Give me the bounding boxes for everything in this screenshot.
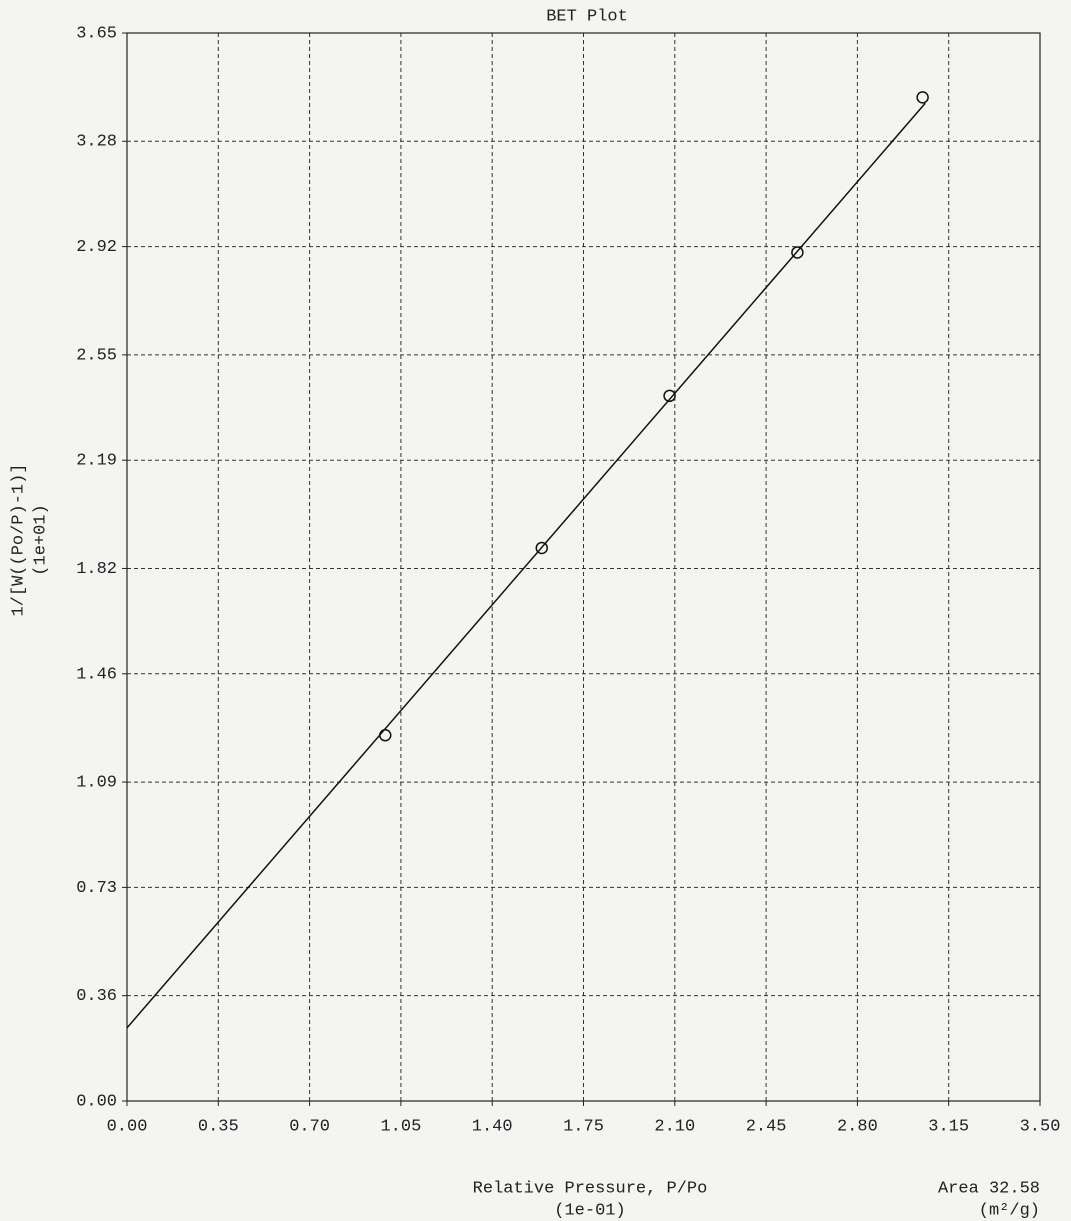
y-tick-label: 1.82 <box>76 560 117 579</box>
annotation: Area 32.58 <box>938 1179 1040 1198</box>
chart-title: BET Plot <box>546 7 628 26</box>
y-tick-label: 2.92 <box>76 238 117 257</box>
data-point <box>916 91 929 104</box>
x-tick-label: 2.45 <box>746 1117 787 1136</box>
x-tick-label: 1.05 <box>380 1117 421 1136</box>
x-tick-label: 2.80 <box>837 1117 878 1136</box>
x-tick-label: 0.00 <box>107 1117 148 1136</box>
y-tick-label: 0.00 <box>76 1092 117 1111</box>
x-tick-label: 0.35 <box>198 1117 239 1136</box>
y-tick-label: 2.55 <box>76 346 117 365</box>
x-axis-label: Relative Pressure, P/Po <box>473 1179 708 1198</box>
y-tick-label: 2.19 <box>76 452 117 471</box>
data-point <box>791 246 804 259</box>
y-tick-label: 1.46 <box>76 665 117 684</box>
x-tick-label: 2.10 <box>654 1117 695 1136</box>
y-axis-label: 1/[W((Po/P)-1)] <box>9 463 28 616</box>
y-tick-label: 3.65 <box>76 24 117 43</box>
y-tick-label: 0.73 <box>76 879 117 898</box>
x-tick-label: 3.15 <box>928 1117 969 1136</box>
annotation-unit: (m²/g) <box>979 1201 1040 1220</box>
fit-line <box>126 102 926 1029</box>
plot-frame <box>126 32 1041 1102</box>
x-tick-label: 1.40 <box>472 1117 513 1136</box>
y-axis-unit: (1e+01) <box>31 504 50 575</box>
data-point <box>378 728 392 742</box>
x-axis-unit: (1e-01) <box>554 1201 625 1220</box>
x-tick-label: 0.70 <box>289 1117 330 1136</box>
y-tick-label: 1.09 <box>76 774 117 793</box>
data-point <box>663 389 676 403</box>
x-tick-label: 1.75 <box>563 1117 604 1136</box>
x-tick-label: 3.50 <box>1020 1117 1061 1136</box>
data-point <box>535 541 549 555</box>
y-tick-label: 3.28 <box>76 133 117 152</box>
y-tick-label: 0.36 <box>76 987 117 1006</box>
